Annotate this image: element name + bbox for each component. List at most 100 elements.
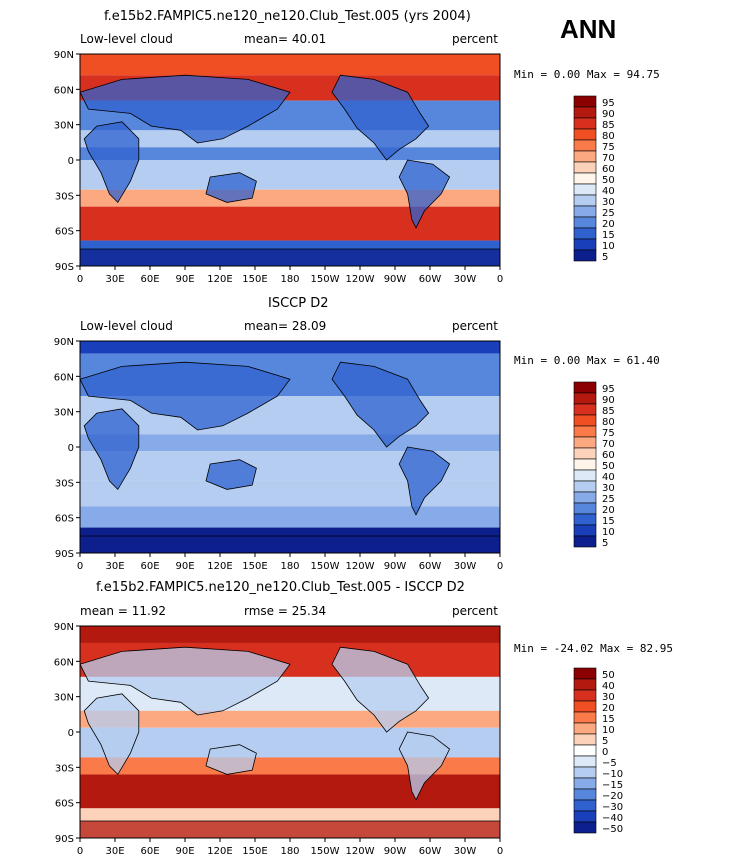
lat-tick-label: 0 [68, 156, 74, 167]
lon-tick-label: 60W [419, 561, 442, 572]
colorbar-swatch [573, 403, 597, 416]
colorbar-label: 75 [602, 142, 615, 153]
lat-tick-label: 60S [55, 799, 74, 810]
colorbar-label: 95 [602, 384, 615, 395]
coastline [205, 459, 257, 490]
colorbar-swatch [573, 535, 597, 548]
lat-tick-label: 60N [54, 85, 74, 96]
lon-tick-label: 90W [384, 274, 407, 285]
colorbar-swatch [573, 117, 597, 130]
colorbar-swatch [573, 788, 597, 801]
lon-tick-label: 90E [175, 561, 194, 572]
colorbar-label: 0 [602, 747, 608, 758]
season-label: ANN [560, 14, 617, 44]
colorbar-swatch [573, 766, 597, 779]
colorbar-swatch [573, 172, 597, 185]
colorbar-label: 5 [602, 252, 608, 263]
colorbar-label: 50 [602, 461, 615, 472]
colorbar-label: −30 [602, 802, 623, 813]
lon-tick-label: 0 [497, 274, 503, 285]
lon-tick-label: 30W [454, 561, 477, 572]
colorbar-label: 85 [602, 406, 615, 417]
lon-tick-label: 0 [497, 561, 503, 572]
min-max-label: Min = 0.00 Max = 61.40 [514, 354, 660, 367]
map-field [79, 626, 501, 839]
colorbar-label: 10 [602, 725, 615, 736]
colorbar-swatch [573, 238, 597, 251]
lon-tick-label: 120E [207, 846, 232, 857]
field-band [80, 710, 500, 728]
colorbar-swatch [573, 810, 597, 823]
colorbar-label: 60 [602, 164, 615, 175]
colorbar-swatch [573, 799, 597, 812]
colorbar-label: 80 [602, 131, 615, 142]
lon-tick-label: 30E [105, 561, 124, 572]
colorbar-swatch [573, 722, 597, 735]
colorbar-swatch [573, 161, 597, 174]
colorbar-swatch [573, 733, 597, 746]
field-band [80, 341, 500, 354]
colorbar-swatch [573, 183, 597, 196]
lon-tick-label: 90E [175, 846, 194, 857]
colorbar-swatch [573, 821, 597, 834]
variable-label: Low-level cloud [80, 32, 173, 46]
lon-tick-label: 90W [384, 846, 407, 857]
colorbar-swatch [573, 480, 597, 493]
coastline [205, 172, 257, 203]
field-band [80, 206, 500, 241]
colorbar-swatch [573, 458, 597, 471]
coastline [331, 74, 430, 161]
lat-tick-label: 30N [54, 121, 74, 132]
lon-tick-label: 30E [105, 274, 124, 285]
colorbar-label: 25 [602, 208, 615, 219]
coastline [398, 159, 451, 229]
field-band [80, 757, 500, 775]
coastline [83, 408, 140, 491]
colorbar-swatch [573, 194, 597, 207]
units-label: percent [452, 319, 498, 333]
coastline [83, 121, 140, 204]
coastline [79, 535, 501, 554]
colorbar-swatch [573, 700, 597, 713]
lat-tick-label: 60S [55, 514, 74, 525]
field-band [80, 189, 500, 207]
colorbar-label: 5 [602, 736, 608, 747]
colorbar-swatch [573, 381, 597, 394]
colorbar-label: 70 [602, 439, 615, 450]
colorbar-swatch [573, 227, 597, 240]
lat-tick-label: 30S [55, 191, 74, 202]
lat-tick-label: 30N [54, 693, 74, 704]
colorbar-swatch [573, 689, 597, 702]
lat-tick-label: 90N [54, 337, 74, 348]
lon-tick-label: 0 [77, 846, 83, 857]
colorbar-swatch [573, 205, 597, 218]
units-label: percent [452, 604, 498, 618]
colorbar-label: −10 [602, 769, 623, 780]
colorbar-swatch [573, 667, 597, 680]
lon-tick-label: 150W [311, 274, 340, 285]
colorbar-swatch [573, 447, 597, 460]
colorbar-swatch [573, 95, 597, 108]
colorbar-swatch [573, 106, 597, 119]
colorbar-label: 85 [602, 120, 615, 131]
lon-tick-label: 120W [346, 561, 375, 572]
lon-tick-label: 30W [454, 846, 477, 857]
lat-tick-label: 30N [54, 408, 74, 419]
lon-tick-label: 120W [346, 846, 375, 857]
colorbar-label: 20 [602, 219, 615, 230]
lon-tick-label: 150W [311, 561, 340, 572]
colorbar-swatch [573, 513, 597, 526]
lat-tick-label: 0 [68, 443, 74, 454]
lon-tick-label: 150E [242, 561, 267, 572]
lon-tick-label: 150E [242, 274, 267, 285]
field-band [80, 130, 500, 148]
colorbar-swatch [573, 139, 597, 152]
colorbar-label: −40 [602, 813, 623, 824]
coastline [79, 820, 501, 839]
colorbar-label: 80 [602, 417, 615, 428]
lon-tick-label: 180 [280, 274, 299, 285]
colorbar-label: 15 [602, 230, 615, 241]
